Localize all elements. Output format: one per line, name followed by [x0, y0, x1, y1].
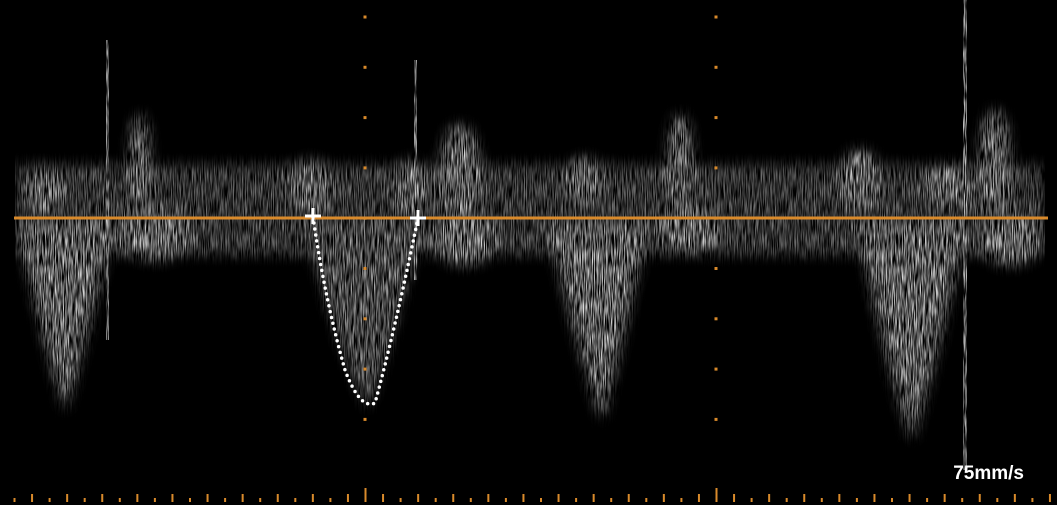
scale-tick	[680, 498, 682, 502]
scale-tick	[838, 494, 840, 502]
scale-tick	[119, 498, 121, 502]
marker-dot	[715, 267, 718, 270]
scale-tick	[909, 494, 911, 502]
marker-dot	[715, 418, 718, 421]
scale-tick	[768, 494, 770, 502]
scale-tick	[856, 498, 858, 502]
marker-dot	[715, 16, 718, 19]
scale-tick	[189, 498, 191, 502]
sweep-speed: 75mm/s	[953, 463, 1024, 484]
scale-tick	[347, 494, 349, 502]
doppler-screen: 75mm/s	[0, 0, 1057, 505]
marker-dot	[364, 317, 367, 320]
scale-tick	[821, 498, 823, 502]
scale-tick	[873, 494, 875, 502]
scale-tick	[1049, 494, 1051, 502]
scale-tick	[944, 494, 946, 502]
scale-tick	[470, 498, 472, 502]
marker-dot	[715, 368, 718, 371]
scale-tick	[329, 498, 331, 502]
marker-dot	[364, 166, 367, 169]
marker-dot	[364, 368, 367, 371]
scale-tick	[891, 498, 893, 502]
scale-tick	[242, 494, 244, 502]
marker-dot	[364, 16, 367, 19]
marker-dot	[715, 166, 718, 169]
scale-tick	[452, 494, 454, 502]
marker-dot	[364, 267, 367, 270]
scale-tick	[31, 494, 33, 502]
marker-dot	[364, 418, 367, 421]
scale-tick	[522, 494, 524, 502]
marker-dot	[364, 116, 367, 119]
scale-tick	[733, 494, 735, 502]
scale-tick	[136, 494, 138, 502]
scale-tick	[14, 498, 16, 502]
scale-tick	[84, 498, 86, 502]
marker-dot	[715, 66, 718, 69]
scale-tick	[1014, 494, 1016, 502]
scale-tick	[487, 494, 489, 502]
scale-tick	[1031, 498, 1033, 502]
scale-tick	[645, 498, 647, 502]
scale-tick	[979, 494, 981, 502]
scale-tick	[259, 498, 261, 502]
scale-tick	[558, 494, 560, 502]
scale-tick	[66, 494, 68, 502]
scale-tick	[698, 494, 700, 502]
scale-tick	[610, 498, 612, 502]
scale-tick	[663, 494, 665, 502]
marker-dot	[364, 66, 367, 69]
scale-tick	[628, 494, 630, 502]
marker-dot	[715, 317, 718, 320]
scale-tick	[101, 494, 103, 502]
scale-tick	[786, 498, 788, 502]
scale-tick	[540, 498, 542, 502]
scale-tick	[294, 498, 296, 502]
scale-tick	[996, 498, 998, 502]
scale-tick	[751, 498, 753, 502]
marker-dot	[715, 116, 718, 119]
scale-tick	[400, 498, 402, 502]
scale-tick	[277, 494, 279, 502]
scale-tick	[926, 498, 928, 502]
scale-tick	[575, 498, 577, 502]
scale-tick	[49, 498, 51, 502]
scale-tick	[224, 498, 226, 502]
scale-tick	[803, 494, 805, 502]
scale-tick	[365, 488, 367, 502]
scale-tick	[417, 494, 419, 502]
scale-tick	[207, 494, 209, 502]
scale-tick	[171, 494, 173, 502]
scale-tick	[716, 488, 718, 502]
scale-tick	[961, 498, 963, 502]
scale-tick	[312, 494, 314, 502]
scale-tick	[382, 494, 384, 502]
scale-tick	[154, 498, 156, 502]
scale-tick	[593, 494, 595, 502]
scale-tick	[435, 498, 437, 502]
scale-tick	[505, 498, 507, 502]
